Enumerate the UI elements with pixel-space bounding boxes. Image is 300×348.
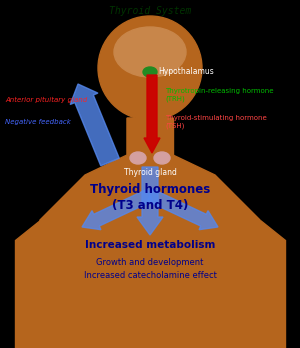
Polygon shape: [260, 220, 285, 348]
Ellipse shape: [114, 27, 186, 77]
Text: Increased metabolism: Increased metabolism: [85, 240, 215, 250]
Polygon shape: [40, 118, 260, 348]
FancyArrow shape: [147, 189, 218, 230]
Ellipse shape: [130, 152, 146, 164]
Circle shape: [98, 16, 202, 120]
Text: Thyroid-stimulating hormone
(TSH): Thyroid-stimulating hormone (TSH): [165, 115, 267, 129]
Text: Growth and development: Growth and development: [96, 258, 204, 267]
FancyArrow shape: [137, 167, 163, 235]
Polygon shape: [15, 220, 40, 348]
Text: Negative feedback: Negative feedback: [5, 119, 71, 125]
FancyArrow shape: [70, 84, 119, 166]
Text: Increased catecholamine effect: Increased catecholamine effect: [84, 271, 216, 280]
FancyArrow shape: [82, 189, 153, 230]
Text: Thyroid gland: Thyroid gland: [124, 168, 176, 177]
Ellipse shape: [143, 67, 157, 77]
Ellipse shape: [154, 152, 170, 164]
Text: Anterior pituitary gland: Anterior pituitary gland: [5, 97, 87, 103]
Text: Hypothalamus: Hypothalamus: [158, 68, 214, 77]
Text: Thyrotropin-releasing hormone
(TRH): Thyrotropin-releasing hormone (TRH): [165, 88, 274, 102]
Polygon shape: [127, 118, 173, 155]
Text: Thyroid hormones
(T3 and T4): Thyroid hormones (T3 and T4): [90, 183, 210, 212]
Text: Thyroid System: Thyroid System: [109, 6, 191, 16]
FancyArrow shape: [144, 75, 160, 153]
